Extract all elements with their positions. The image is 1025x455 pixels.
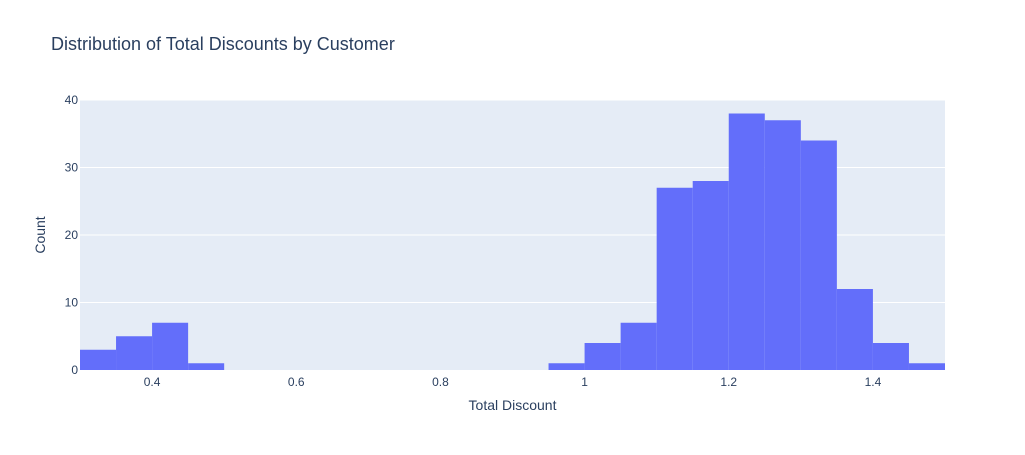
histogram-bar — [584, 343, 621, 370]
histogram-bar — [692, 181, 729, 370]
chart-title: Distribution of Total Discounts by Custo… — [51, 34, 395, 54]
histogram-bar — [908, 363, 945, 370]
histogram-bar — [152, 322, 189, 370]
histogram-bar — [872, 343, 909, 370]
y-axis-title: Count — [32, 216, 48, 253]
y-tick-label: 10 — [65, 296, 79, 310]
histogram-bar — [836, 289, 873, 370]
x-tick-label: 0.4 — [144, 375, 161, 389]
histogram-bar — [620, 322, 657, 370]
x-axis-title: Total Discount — [469, 397, 557, 413]
histogram-bar — [116, 336, 153, 370]
x-axis-ticks: 0.4 0.6 0.8 1 1.2 1.4 — [144, 375, 882, 389]
y-tick-label: 40 — [65, 93, 79, 107]
histogram-bar — [188, 363, 225, 370]
histogram-bar — [764, 120, 801, 370]
histogram-bar — [728, 113, 765, 370]
histogram-bar — [800, 140, 837, 370]
x-tick-label: 1.2 — [720, 375, 737, 389]
histogram-bar — [548, 363, 585, 370]
histogram-bar — [80, 349, 117, 370]
x-tick-label: 1.4 — [865, 375, 882, 389]
x-tick-label: 0.8 — [432, 375, 449, 389]
histogram-bars — [80, 113, 945, 370]
y-tick-label: 0 — [71, 363, 78, 377]
x-tick-label: 0.6 — [288, 375, 305, 389]
y-tick-label: 20 — [65, 228, 79, 242]
x-tick-label: 1 — [581, 375, 588, 389]
histogram-bar — [656, 187, 693, 370]
y-axis-ticks: 0 10 20 30 40 — [65, 93, 79, 377]
y-tick-label: 30 — [65, 161, 79, 175]
